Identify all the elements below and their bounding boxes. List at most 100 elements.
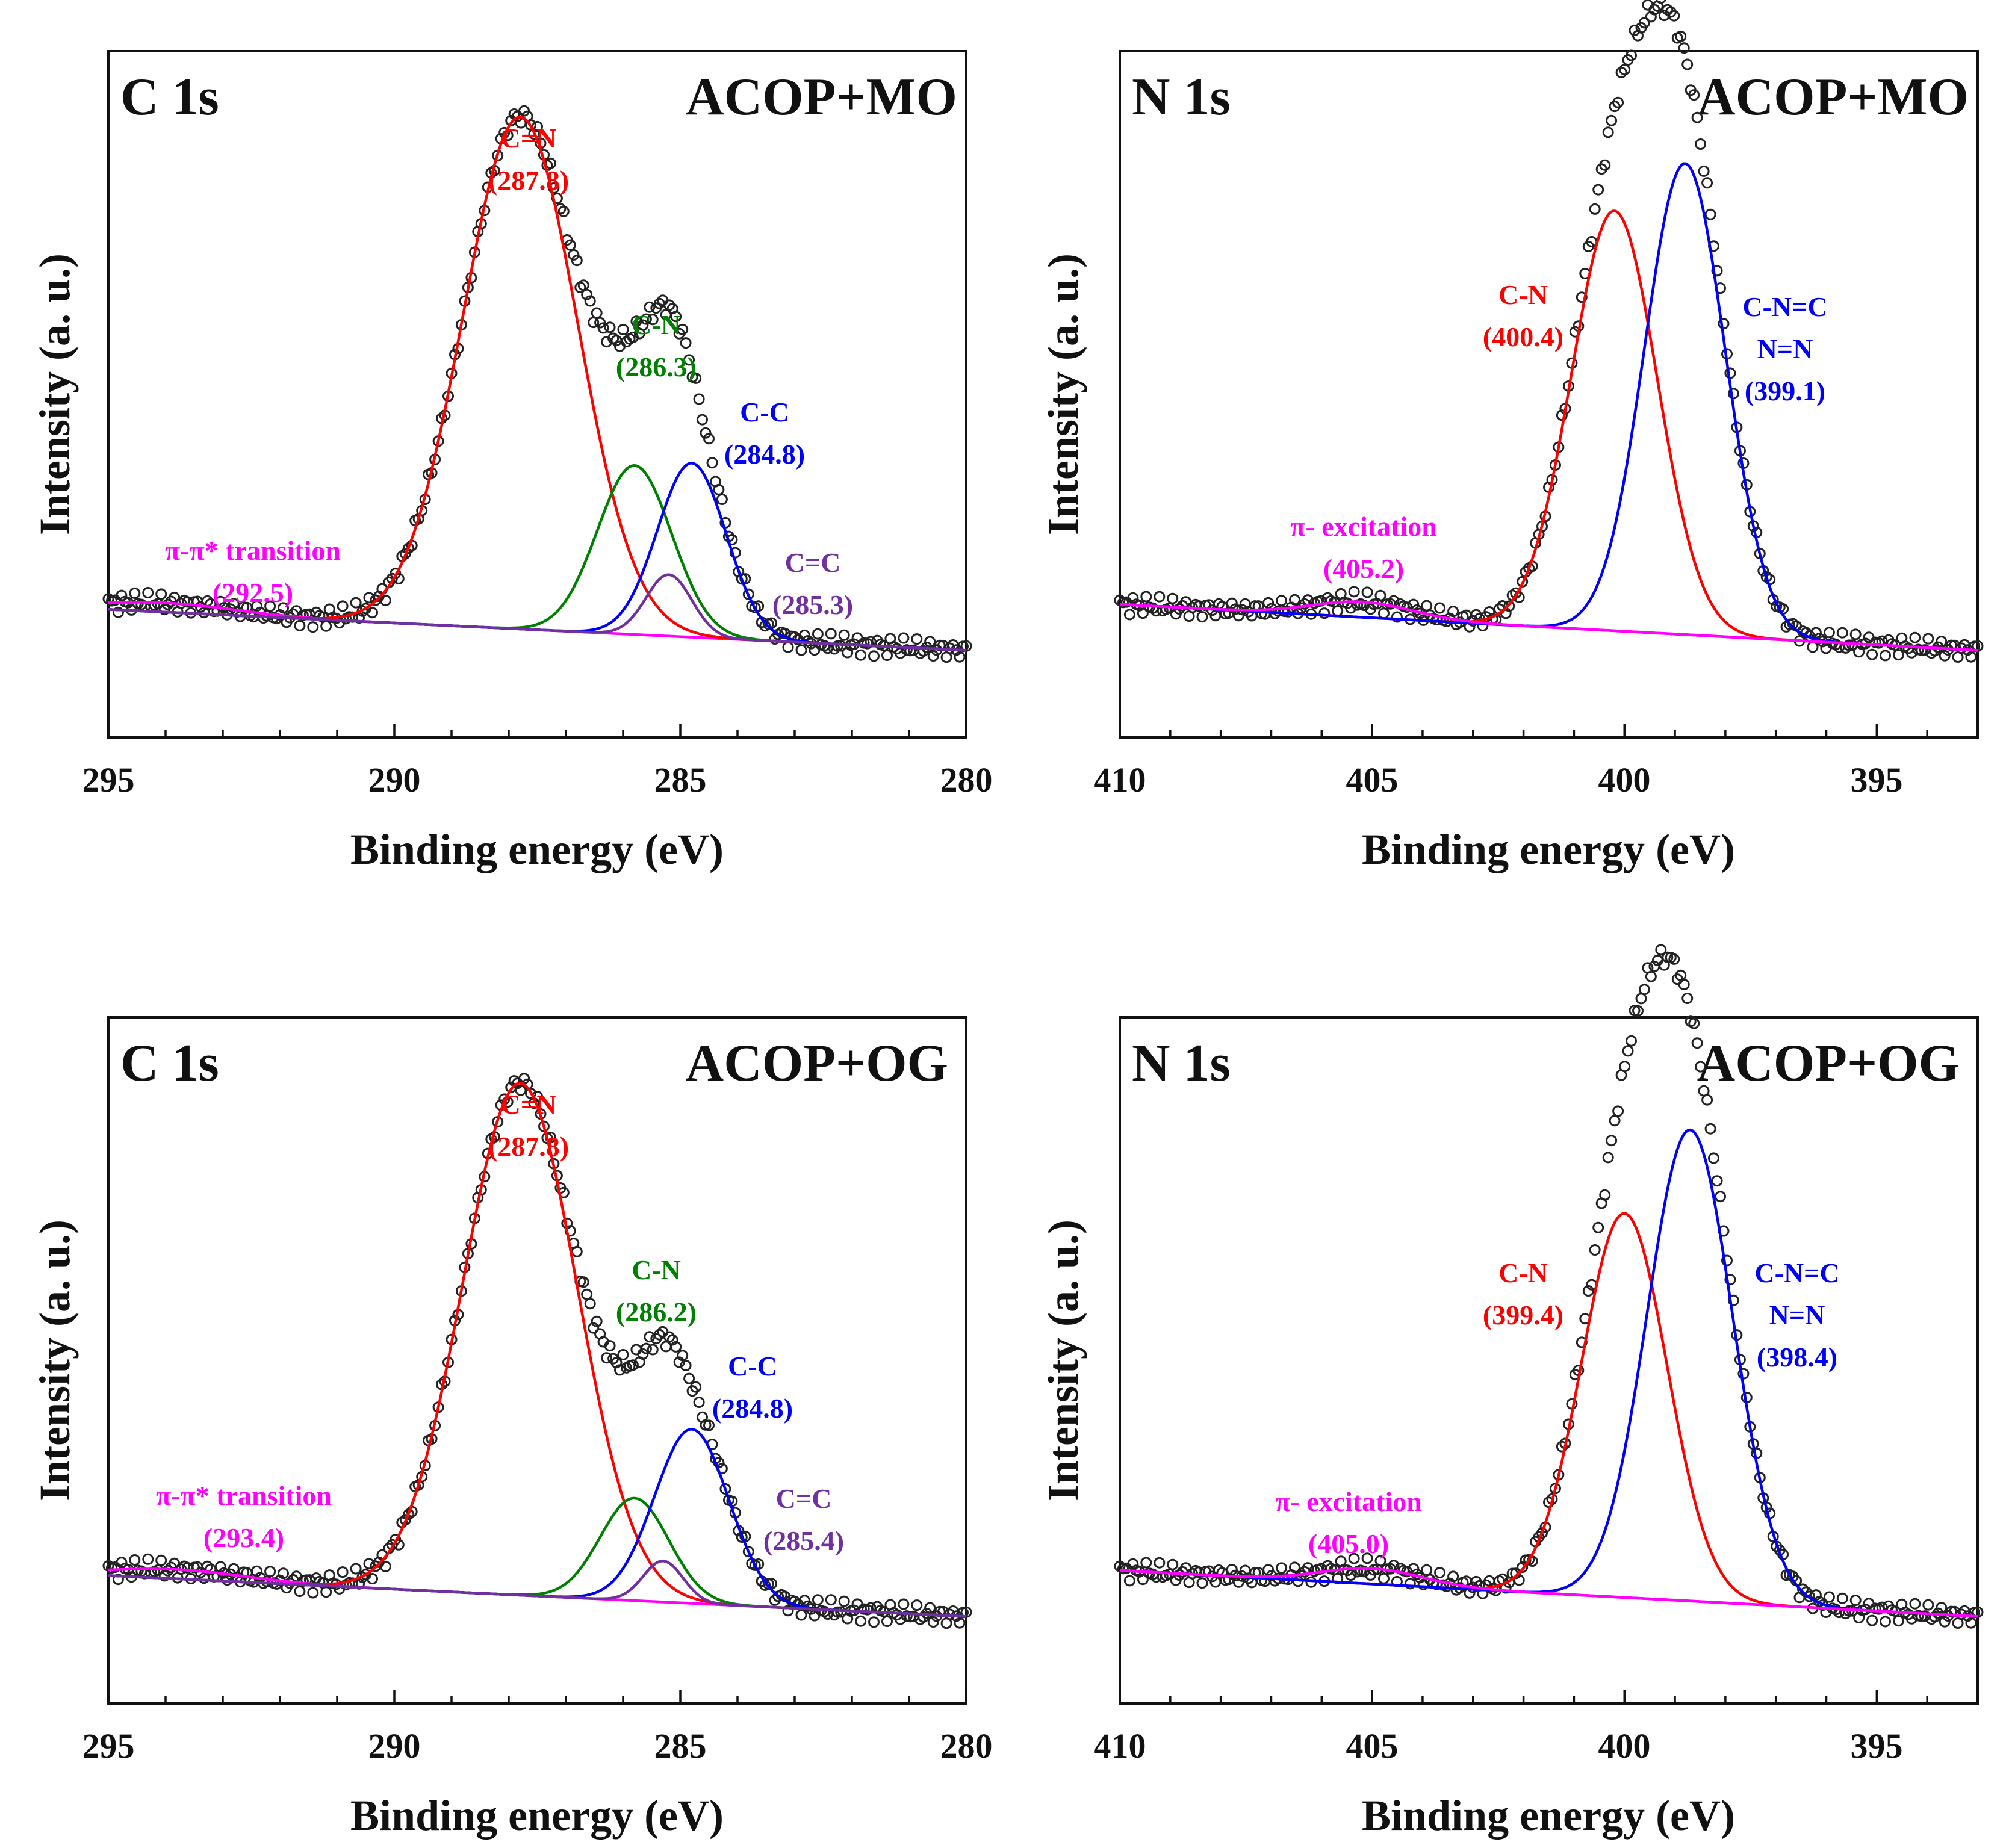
data-point xyxy=(1154,1557,1166,1569)
x-ticks xyxy=(107,724,967,737)
data-point xyxy=(577,1276,589,1288)
data-point xyxy=(320,620,332,632)
data-point xyxy=(129,1554,141,1566)
data-point xyxy=(881,650,893,661)
data-point xyxy=(677,323,689,335)
data-point xyxy=(1276,595,1288,607)
data-point xyxy=(954,1617,966,1629)
data-point xyxy=(782,1605,794,1617)
data-point xyxy=(1374,1555,1386,1567)
data-point xyxy=(1638,984,1650,996)
data-point xyxy=(403,1508,415,1521)
data-point xyxy=(647,1344,659,1356)
data-point xyxy=(1880,1616,1891,1628)
peak-label-pi-excitation: π- excitation xyxy=(1275,1486,1422,1517)
data-point xyxy=(798,1595,810,1607)
data-point xyxy=(1675,30,1687,42)
data-point xyxy=(1807,641,1819,653)
data-point xyxy=(1262,1564,1275,1576)
data-point xyxy=(1678,979,1690,990)
sample-label: ACOP+OG xyxy=(686,1034,948,1093)
data-point xyxy=(644,301,656,313)
data-point xyxy=(591,1315,603,1327)
data-point xyxy=(129,587,141,599)
data-point xyxy=(1592,184,1604,196)
data-point xyxy=(795,1609,807,1621)
data-point xyxy=(795,644,807,656)
data-point xyxy=(1196,1577,1208,1589)
data-point xyxy=(307,621,319,633)
x-tick-label: 405 xyxy=(1346,1726,1399,1766)
data-point xyxy=(614,1364,626,1376)
data-point xyxy=(1589,203,1601,215)
data-point xyxy=(1154,591,1166,603)
peak-label-c-n-double: C=N xyxy=(501,1089,557,1120)
peak-label-c-c: C-C xyxy=(740,397,789,427)
data-point xyxy=(1378,607,1390,619)
data-point xyxy=(1645,970,1657,982)
data-point xyxy=(588,1322,600,1334)
data-point xyxy=(1361,586,1373,598)
sample-label: ACOP+MO xyxy=(686,68,957,126)
data-point xyxy=(855,649,867,661)
data-point xyxy=(116,589,128,601)
data-point xyxy=(812,1594,824,1606)
data-point xyxy=(367,1573,378,1585)
x-ticks xyxy=(1119,1690,1979,1704)
data-point xyxy=(1408,1563,1420,1575)
data-point xyxy=(960,640,972,652)
data-point xyxy=(1609,1115,1621,1127)
data-point xyxy=(1823,1591,1835,1603)
data-point xyxy=(350,597,362,609)
data-point xyxy=(1612,96,1624,108)
panel-c1s-acop-og: 295 290 285 280 Binding energy (eV) Inte… xyxy=(31,1016,993,1840)
data-point xyxy=(680,337,692,349)
data-point xyxy=(1543,1496,1554,1508)
data-point xyxy=(1688,89,1700,101)
data-point xyxy=(663,299,675,311)
data-point xyxy=(927,1616,939,1628)
data-point xyxy=(812,628,824,640)
data-point xyxy=(1704,208,1716,220)
data-point xyxy=(278,602,289,614)
data-point xyxy=(1589,1244,1601,1256)
data-point xyxy=(1421,1564,1433,1576)
data-point xyxy=(548,182,560,194)
data-point xyxy=(591,307,603,319)
data-point xyxy=(1361,1552,1373,1564)
element-label: N 1s xyxy=(1132,68,1231,126)
data-point xyxy=(1678,42,1690,54)
data-point xyxy=(1701,177,1713,189)
data-point xyxy=(644,1331,656,1343)
fit-curve-c-n xyxy=(1119,1212,1978,1618)
data-point xyxy=(855,1615,867,1627)
data-point xyxy=(155,1554,167,1566)
data-point xyxy=(1724,1274,1736,1286)
data-point xyxy=(1602,126,1614,138)
data-point xyxy=(1849,1595,1862,1606)
data-point xyxy=(1922,633,1934,645)
data-point xyxy=(1880,650,1891,662)
data-point xyxy=(1929,1611,1941,1623)
data-point xyxy=(1619,1061,1631,1073)
data-point xyxy=(1668,953,1680,965)
fit-curve-c-n-c-n-n xyxy=(1119,1128,1978,1618)
data-point xyxy=(1374,589,1386,601)
peak-value-c-n-c: (398.4) xyxy=(1757,1342,1837,1372)
data-point xyxy=(697,414,708,426)
data-point xyxy=(647,314,659,326)
data-point xyxy=(703,433,715,445)
data-point xyxy=(597,322,609,334)
data-point xyxy=(353,612,365,624)
data-point xyxy=(742,1546,754,1558)
data-point xyxy=(581,1288,593,1300)
data-point xyxy=(584,1298,596,1310)
data-point xyxy=(307,1587,319,1599)
data-point xyxy=(1929,645,1941,657)
peak-value-c-c: (284.8) xyxy=(724,439,805,470)
data-point xyxy=(251,1565,263,1577)
peak-value-c-n-double: (287.8) xyxy=(488,165,569,196)
data-point xyxy=(379,1560,391,1572)
data-point xyxy=(1632,1005,1644,1017)
data-point xyxy=(1965,1617,1977,1629)
